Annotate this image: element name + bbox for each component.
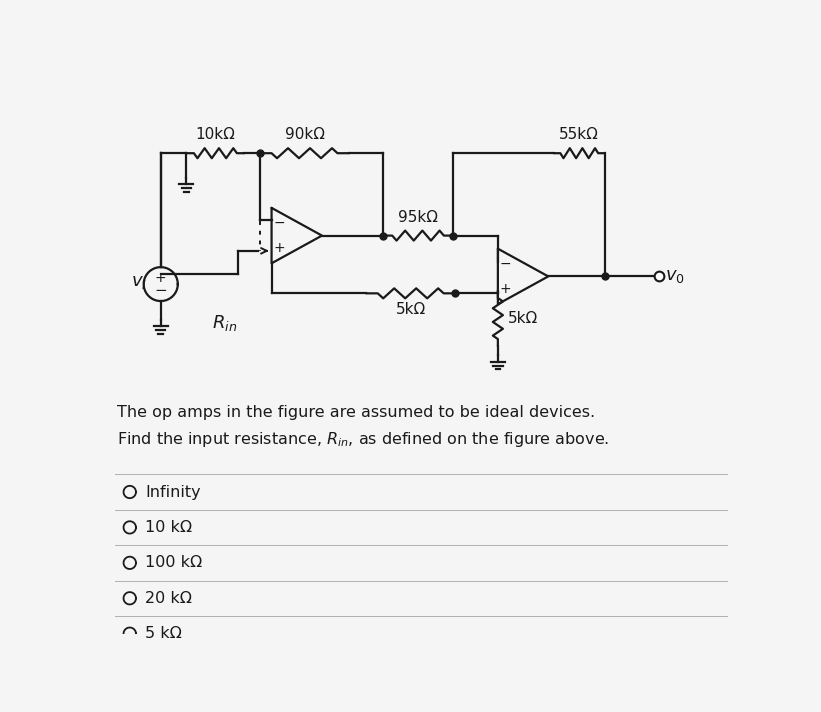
Text: −: −	[273, 216, 285, 230]
Text: 5kΩ: 5kΩ	[508, 311, 539, 326]
Text: Infinity: Infinity	[145, 484, 201, 500]
Text: $v_0$: $v_0$	[665, 268, 686, 286]
Text: +: +	[273, 241, 285, 256]
Text: 20 kΩ: 20 kΩ	[145, 591, 192, 606]
Text: 5 kΩ: 5 kΩ	[145, 626, 182, 642]
Text: −: −	[500, 256, 511, 271]
Text: +: +	[155, 271, 167, 285]
Text: 55kΩ: 55kΩ	[559, 127, 599, 142]
Text: 10kΩ: 10kΩ	[195, 127, 236, 142]
Text: $v_I$: $v_I$	[131, 273, 147, 290]
Text: 100 kΩ: 100 kΩ	[145, 555, 203, 570]
Text: 10 kΩ: 10 kΩ	[145, 520, 192, 535]
Text: +: +	[500, 282, 511, 296]
Text: 5kΩ: 5kΩ	[396, 302, 426, 317]
Text: −: −	[154, 283, 167, 298]
Text: The op amps in the figure are assumed to be ideal devices.: The op amps in the figure are assumed to…	[117, 405, 594, 420]
Text: 90kΩ: 90kΩ	[285, 127, 324, 142]
Text: Find the input resistance, $R_{in}$, as defined on the figure above.: Find the input resistance, $R_{in}$, as …	[117, 429, 609, 449]
Text: $R_{in}$: $R_{in}$	[212, 313, 237, 333]
Text: 95kΩ: 95kΩ	[398, 210, 438, 225]
